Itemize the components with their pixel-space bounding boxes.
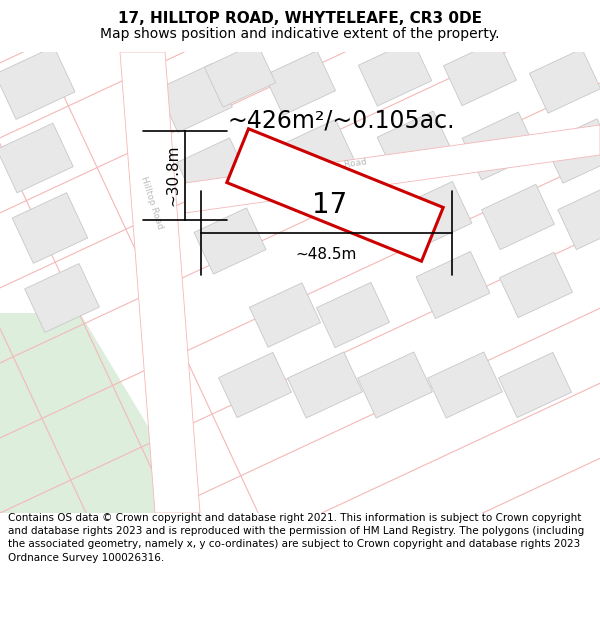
Text: ~426m²/~0.105ac.: ~426m²/~0.105ac. [228, 109, 455, 133]
Polygon shape [317, 282, 389, 348]
Polygon shape [398, 181, 472, 249]
Polygon shape [428, 352, 502, 418]
Polygon shape [544, 119, 600, 183]
Polygon shape [120, 52, 200, 513]
Polygon shape [158, 64, 232, 132]
Polygon shape [358, 352, 433, 418]
Text: 17: 17 [313, 191, 347, 219]
Polygon shape [25, 264, 100, 332]
Polygon shape [358, 40, 431, 106]
Text: Contains OS data © Crown copyright and database right 2021. This information is : Contains OS data © Crown copyright and d… [8, 513, 584, 562]
Text: Map shows position and indicative extent of the property.: Map shows position and indicative extent… [100, 26, 500, 41]
Polygon shape [205, 42, 275, 107]
Polygon shape [265, 51, 335, 115]
Polygon shape [0, 123, 73, 193]
Polygon shape [250, 282, 320, 348]
Polygon shape [529, 49, 600, 113]
Polygon shape [462, 112, 538, 180]
Polygon shape [416, 251, 490, 319]
Polygon shape [185, 125, 600, 213]
Text: ~30.8m: ~30.8m [165, 145, 180, 206]
Text: Hilltop Road: Hilltop Road [139, 176, 165, 231]
Polygon shape [177, 138, 249, 204]
Polygon shape [443, 41, 517, 106]
Text: ~48.5m: ~48.5m [296, 247, 357, 262]
Text: 17, HILLTOP ROAD, WHYTELEAFE, CR3 0DE: 17, HILLTOP ROAD, WHYTELEAFE, CR3 0DE [118, 11, 482, 26]
Polygon shape [12, 192, 88, 263]
Polygon shape [227, 129, 443, 261]
Polygon shape [499, 352, 571, 418]
Polygon shape [0, 47, 75, 119]
Polygon shape [281, 119, 355, 186]
Polygon shape [287, 352, 362, 418]
Polygon shape [0, 313, 200, 513]
Polygon shape [194, 208, 266, 274]
Polygon shape [558, 186, 600, 249]
Polygon shape [500, 253, 572, 318]
Text: Hilltop Road: Hilltop Road [312, 158, 368, 174]
Polygon shape [218, 352, 292, 418]
Polygon shape [482, 184, 554, 249]
Polygon shape [377, 111, 453, 179]
